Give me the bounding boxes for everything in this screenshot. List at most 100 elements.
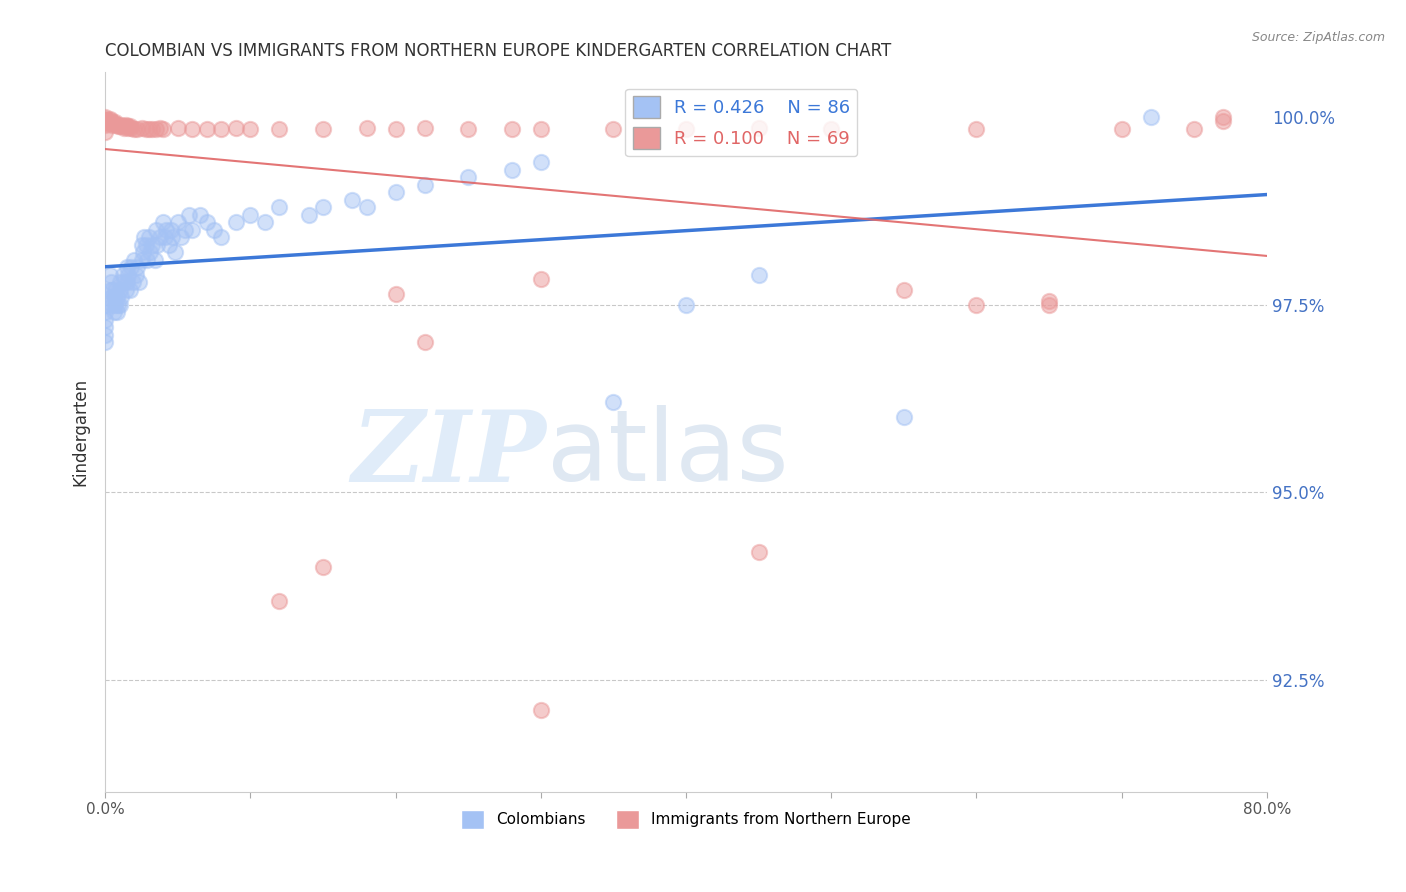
Point (163, 245, 186, 260)
Point (101, 118, 124, 132)
Point (115, 275, 138, 289)
Point (98, 283, 121, 297)
Point (312, 200, 335, 214)
Point (103, 116, 125, 130)
Point (136, 252, 159, 267)
Point (115, 120, 138, 134)
Point (121, 275, 143, 289)
Point (157, 237, 180, 252)
Point (149, 120, 172, 135)
Point (141, 237, 163, 252)
Point (312, 560, 335, 574)
Point (145, 122, 167, 136)
Point (602, 395, 624, 409)
Point (384, 186, 406, 200)
Point (108, 120, 131, 134)
Y-axis label: Kindergarten: Kindergarten (72, 378, 89, 486)
Point (105, 290, 128, 304)
Point (159, 223, 181, 237)
Point (135, 237, 157, 252)
Point (112, 275, 135, 289)
Point (104, 283, 127, 297)
Point (530, 702, 553, 716)
Point (225, 120, 247, 135)
Point (94, 116, 117, 130)
Point (225, 215, 247, 229)
Point (138, 122, 160, 136)
Point (105, 118, 128, 132)
Point (748, 545, 770, 559)
Point (152, 121, 174, 136)
Point (101, 283, 124, 297)
Point (111, 120, 134, 134)
Point (748, 120, 770, 135)
Point (1111, 122, 1133, 136)
Point (384, 121, 406, 136)
Point (134, 230, 156, 244)
Point (94, 112, 117, 126)
Point (100, 116, 122, 130)
Point (966, 298, 988, 312)
Point (297, 208, 319, 222)
Point (111, 268, 134, 282)
Point (122, 252, 145, 267)
Point (110, 118, 132, 132)
Text: Source: ZipAtlas.com: Source: ZipAtlas.com (1251, 31, 1385, 45)
Point (966, 122, 988, 136)
Point (146, 237, 169, 252)
Point (602, 122, 624, 136)
Text: atlas: atlas (547, 405, 789, 502)
Point (530, 155, 553, 169)
Point (269, 121, 291, 136)
Point (893, 283, 915, 297)
Point (413, 120, 436, 135)
Point (122, 121, 145, 136)
Point (114, 118, 136, 132)
Point (457, 170, 479, 185)
Point (107, 120, 129, 134)
Legend: Colombians, Immigrants from Northern Europe: Colombians, Immigrants from Northern Eur… (456, 804, 917, 835)
Point (1212, 114, 1234, 128)
Point (94, 335, 117, 350)
Point (131, 120, 153, 135)
Point (143, 252, 166, 267)
Point (132, 245, 155, 260)
Point (120, 120, 142, 135)
Point (118, 120, 141, 134)
Point (100, 115, 122, 129)
Point (530, 271, 553, 285)
Point (160, 230, 183, 244)
Point (107, 298, 129, 312)
Point (195, 122, 218, 136)
Point (748, 268, 770, 282)
Point (181, 223, 204, 237)
Point (101, 298, 124, 312)
Point (103, 290, 125, 304)
Point (135, 121, 157, 136)
Point (117, 120, 139, 135)
Point (675, 298, 697, 312)
Point (675, 121, 697, 136)
Point (149, 230, 172, 244)
Text: ZIP: ZIP (352, 406, 547, 502)
Point (138, 230, 160, 244)
Point (112, 120, 135, 135)
Point (893, 410, 915, 425)
Point (115, 260, 138, 275)
Point (166, 215, 188, 229)
Point (312, 122, 335, 136)
Point (100, 290, 122, 304)
Point (105, 305, 128, 319)
Point (239, 208, 262, 222)
Point (131, 252, 153, 267)
Point (179, 208, 201, 222)
Point (413, 178, 436, 192)
Point (166, 120, 188, 135)
Point (94, 125, 117, 139)
Point (117, 268, 139, 282)
Point (128, 275, 150, 289)
Point (1182, 121, 1205, 136)
Point (153, 230, 176, 244)
Point (104, 115, 127, 129)
Point (94, 111, 117, 125)
